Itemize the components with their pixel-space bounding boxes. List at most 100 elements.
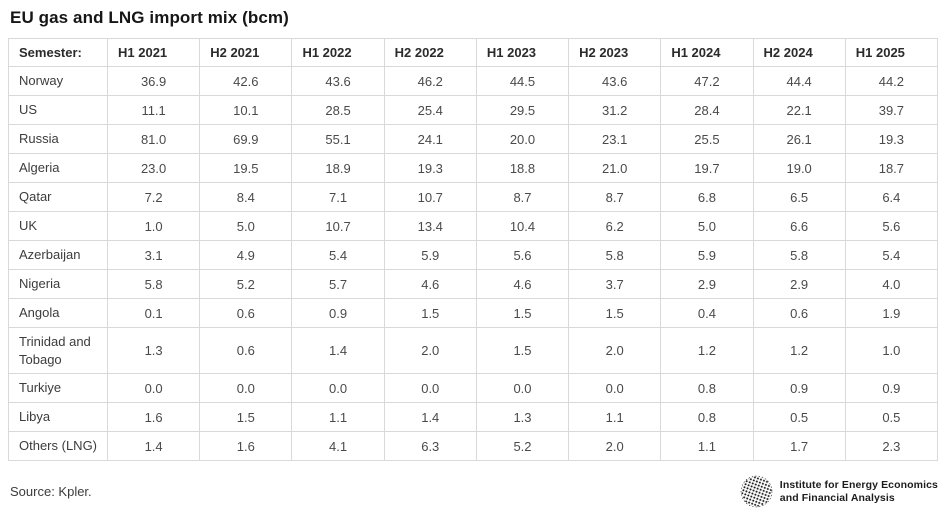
value-cell: 10.1 xyxy=(199,95,293,125)
value-cell: 4.1 xyxy=(291,431,385,462)
value-cell: 0.9 xyxy=(844,373,939,404)
value-cell: 18.7 xyxy=(844,153,939,183)
value-cell: 0.5 xyxy=(844,402,939,433)
value-cell: 0.8 xyxy=(660,402,754,433)
table-row: Russia 81.0 69.9 55.1 24.1 20.0 23.1 25.5 26.1 19… xyxy=(8,124,939,154)
value-cell: 19.5 xyxy=(199,153,293,183)
value-cell: 5.8 xyxy=(752,240,846,270)
row-label: Turkiye xyxy=(8,373,108,404)
logo-text-line1: Institute for Energy Economics xyxy=(779,479,938,491)
value-cell: 81.0 xyxy=(106,124,201,154)
value-cell: 25.5 xyxy=(660,124,754,154)
value-cell: 2.9 xyxy=(660,269,754,299)
value-cell: 1.6 xyxy=(106,402,201,433)
value-cell: 43.6 xyxy=(291,66,385,96)
row-label: Algeria xyxy=(8,153,108,183)
value-cell: 1.2 xyxy=(752,326,846,375)
value-cell: 5.4 xyxy=(291,240,385,270)
value-cell: 2.0 xyxy=(568,326,662,375)
value-cell: 25.4 xyxy=(383,95,477,125)
value-cell: 0.0 xyxy=(291,373,385,404)
value-cell: 6.8 xyxy=(660,182,754,212)
value-cell: 5.9 xyxy=(383,240,477,270)
value-cell: 5.8 xyxy=(568,240,662,270)
value-cell: 0.0 xyxy=(383,373,477,404)
value-cell: 1.4 xyxy=(383,402,477,433)
value-cell: 5.4 xyxy=(844,240,939,270)
column-header: H2 2024 xyxy=(752,38,846,67)
table-row: UK 1.0 5.0 10.7 13.4 10.4 6.2 5.0 6.6 5.6 xyxy=(8,211,939,241)
footer: Source: Kpler. Institute for Energy Econ… xyxy=(8,474,938,509)
value-cell: 5.6 xyxy=(475,240,570,270)
row-label: Norway xyxy=(8,66,108,96)
row-label: Others (LNG) xyxy=(8,431,108,462)
row-label: Qatar xyxy=(8,182,108,212)
value-cell: 42.6 xyxy=(199,66,293,96)
value-cell: 29.5 xyxy=(475,95,570,125)
value-cell: 6.6 xyxy=(752,211,846,241)
value-cell: 7.2 xyxy=(106,182,201,212)
value-cell: 0.6 xyxy=(752,298,846,328)
value-cell: 1.5 xyxy=(199,402,293,433)
value-cell: 6.5 xyxy=(752,182,846,212)
table-row: Nigeria 5.8 5.2 5.7 4.6 4.6 3.7 2.9 2.9 4.0 xyxy=(8,269,939,299)
value-cell: 11.1 xyxy=(106,95,201,125)
value-cell: 4.6 xyxy=(383,269,477,299)
column-header: H1 2022 xyxy=(291,38,385,67)
value-cell: 0.0 xyxy=(106,373,201,404)
value-cell: 10.4 xyxy=(475,211,570,241)
row-label: Russia xyxy=(8,124,108,154)
chart-title: EU gas and LNG import mix (bcm) xyxy=(10,8,289,27)
column-header: H2 2023 xyxy=(568,38,662,67)
value-cell: 0.5 xyxy=(752,402,846,433)
value-cell: 47.2 xyxy=(660,66,754,96)
value-cell: 8.7 xyxy=(568,182,662,212)
value-cell: 5.2 xyxy=(199,269,293,299)
row-label: Nigeria xyxy=(8,269,108,299)
value-cell: 44.2 xyxy=(844,66,939,96)
logo-text-line2: and Financial Analysis xyxy=(779,491,895,504)
value-cell: 6.2 xyxy=(568,211,662,241)
value-cell: 44.4 xyxy=(752,66,846,96)
value-cell: 6.3 xyxy=(383,431,477,462)
value-cell: 18.9 xyxy=(291,153,385,183)
value-cell: 2.9 xyxy=(752,269,846,299)
value-cell: 5.2 xyxy=(475,431,570,462)
table-row: US 11.1 10.1 28.5 25.4 29.5 31.2 28.4 22.1 39.7 xyxy=(8,95,939,125)
value-cell: 4.0 xyxy=(844,269,939,299)
value-cell: 1.0 xyxy=(844,326,939,375)
value-cell: 2.3 xyxy=(844,431,939,462)
value-cell: 1.1 xyxy=(291,402,385,433)
header-row: Semester: H1 2021 H2 2021 H1 2022 H2 2022 H1 … xyxy=(8,38,939,67)
value-cell: 23.1 xyxy=(568,124,662,154)
value-cell: 1.5 xyxy=(475,298,570,328)
value-cell: 44.5 xyxy=(475,66,570,96)
value-cell: 5.8 xyxy=(106,269,201,299)
value-cell: 1.1 xyxy=(660,431,754,462)
value-cell: 1.5 xyxy=(568,298,662,328)
row-label: Trinidad and Tobago xyxy=(8,326,108,375)
value-cell: 1.5 xyxy=(475,326,570,375)
column-header: H1 2025 xyxy=(844,38,939,67)
value-cell: 43.6 xyxy=(568,66,662,96)
value-cell: 1.0 xyxy=(106,211,201,241)
table-row: Norway 36.9 42.6 43.6 46.2 44.5 43.6 47.2 44.4 44… xyxy=(8,66,939,96)
table-header: Semester: H1 2021 H2 2021 H1 2022 H2 2022 H1 … xyxy=(8,38,939,67)
value-cell: 28.5 xyxy=(291,95,385,125)
value-cell: 10.7 xyxy=(291,211,385,241)
value-cell: 1.4 xyxy=(291,326,385,375)
value-cell: 1.4 xyxy=(106,431,201,462)
source-note: Source: Kpler. xyxy=(10,484,92,500)
table-row: Azerbaijan 3.1 4.9 5.4 5.9 5.6 5.8 5.9 5.8 5.4 xyxy=(8,240,939,270)
value-cell: 0.0 xyxy=(475,373,570,404)
value-cell: 5.7 xyxy=(291,269,385,299)
value-cell: 5.0 xyxy=(660,211,754,241)
row-label: Azerbaijan xyxy=(8,240,108,270)
value-cell: 1.5 xyxy=(383,298,477,328)
value-cell: 5.0 xyxy=(199,211,293,241)
value-cell: 0.4 xyxy=(660,298,754,328)
value-cell: 4.9 xyxy=(199,240,293,270)
import-mix-table: Semester: H1 2021 H2 2021 H1 2022 H2 2022 H1 … xyxy=(8,38,939,462)
globe-dots-icon xyxy=(739,474,774,509)
value-cell: 8.4 xyxy=(199,182,293,212)
